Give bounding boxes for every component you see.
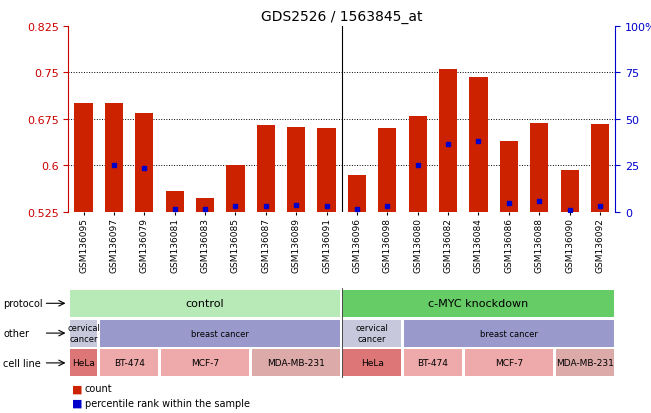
Bar bbox=[348, 176, 366, 212]
Bar bbox=[500, 141, 518, 212]
Bar bbox=[70, 290, 340, 317]
Bar bbox=[439, 70, 457, 212]
Bar bbox=[70, 350, 97, 376]
Text: percentile rank within the sample: percentile rank within the sample bbox=[85, 398, 249, 408]
Bar bbox=[404, 350, 462, 376]
Bar bbox=[530, 124, 548, 212]
Bar bbox=[561, 170, 579, 212]
Bar bbox=[465, 350, 553, 376]
Bar bbox=[404, 320, 614, 347]
Bar bbox=[165, 192, 184, 212]
Text: other: other bbox=[3, 328, 29, 338]
Bar bbox=[74, 104, 92, 212]
Bar bbox=[227, 166, 245, 212]
Bar bbox=[196, 198, 214, 212]
Text: cervical
cancer: cervical cancer bbox=[355, 324, 389, 343]
Text: HeLa: HeLa bbox=[361, 358, 383, 368]
Text: protocol: protocol bbox=[3, 299, 43, 309]
Bar bbox=[135, 114, 154, 212]
Text: MDA-MB-231: MDA-MB-231 bbox=[268, 358, 325, 368]
Bar bbox=[591, 124, 609, 212]
Bar bbox=[469, 78, 488, 212]
Text: breast cancer: breast cancer bbox=[191, 329, 249, 338]
Text: breast cancer: breast cancer bbox=[480, 329, 538, 338]
Bar bbox=[105, 104, 123, 212]
Text: cervical
cancer: cervical cancer bbox=[67, 324, 100, 343]
Text: cell line: cell line bbox=[3, 358, 41, 368]
Bar bbox=[256, 126, 275, 212]
Bar bbox=[252, 350, 340, 376]
Text: MCF-7: MCF-7 bbox=[191, 358, 219, 368]
Text: MDA-MB-231: MDA-MB-231 bbox=[556, 358, 614, 368]
Text: c-MYC knockdown: c-MYC knockdown bbox=[428, 299, 529, 309]
Bar bbox=[343, 290, 614, 317]
Bar bbox=[70, 320, 97, 347]
Bar bbox=[409, 116, 427, 212]
Bar bbox=[378, 129, 396, 212]
Bar bbox=[161, 350, 249, 376]
Bar bbox=[343, 350, 401, 376]
Text: HeLa: HeLa bbox=[72, 358, 95, 368]
Text: BT-474: BT-474 bbox=[417, 358, 449, 368]
Text: BT-474: BT-474 bbox=[114, 358, 145, 368]
Text: ■: ■ bbox=[72, 398, 82, 408]
Bar bbox=[343, 320, 401, 347]
Bar bbox=[556, 350, 614, 376]
Bar bbox=[318, 129, 336, 212]
Text: GDS2526 / 1563845_at: GDS2526 / 1563845_at bbox=[261, 10, 422, 24]
Text: MCF-7: MCF-7 bbox=[495, 358, 523, 368]
Bar bbox=[100, 320, 340, 347]
Bar bbox=[100, 350, 158, 376]
Text: count: count bbox=[85, 383, 112, 393]
Text: ■: ■ bbox=[72, 383, 82, 393]
Text: control: control bbox=[186, 299, 225, 309]
Bar bbox=[287, 128, 305, 212]
